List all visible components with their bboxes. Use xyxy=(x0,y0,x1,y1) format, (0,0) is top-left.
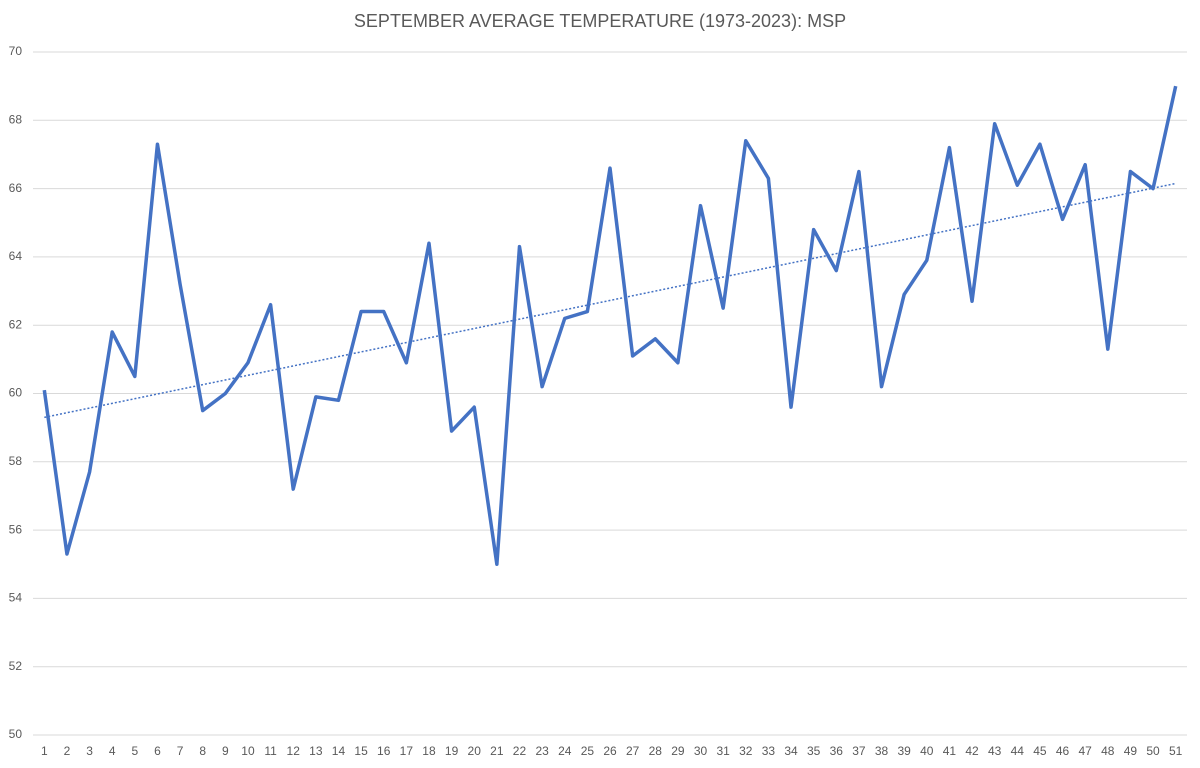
y-tick-label: 60 xyxy=(9,386,23,400)
x-tick-label: 45 xyxy=(1033,744,1047,758)
x-tick-label: 36 xyxy=(830,744,844,758)
x-tick-label: 10 xyxy=(241,744,255,758)
x-tick-label: 46 xyxy=(1056,744,1070,758)
y-tick-label: 50 xyxy=(9,727,23,741)
x-tick-label: 30 xyxy=(694,744,708,758)
chart-title: SEPTEMBER AVERAGE TEMPERATURE (1973-2023… xyxy=(354,11,846,31)
x-tick-label: 28 xyxy=(649,744,663,758)
x-tick-label: 19 xyxy=(445,744,459,758)
x-tick-label: 14 xyxy=(332,744,346,758)
y-tick-label: 56 xyxy=(9,522,23,536)
x-tick-label: 29 xyxy=(671,744,685,758)
x-tick-label: 16 xyxy=(377,744,391,758)
y-tick-label: 52 xyxy=(9,659,23,673)
x-tick-label: 34 xyxy=(784,744,798,758)
x-tick-label: 17 xyxy=(400,744,414,758)
y-tick-label: 70 xyxy=(9,44,23,58)
x-tick-label: 11 xyxy=(264,744,277,758)
x-tick-label: 27 xyxy=(626,744,640,758)
x-tick-label: 4 xyxy=(109,744,116,758)
x-tick-label: 31 xyxy=(716,744,730,758)
x-tick-label: 43 xyxy=(988,744,1002,758)
x-tick-label: 26 xyxy=(603,744,617,758)
x-tick-label: 38 xyxy=(875,744,889,758)
x-tick-label: 20 xyxy=(468,744,482,758)
x-tick-label: 2 xyxy=(64,744,71,758)
x-tick-label: 33 xyxy=(762,744,776,758)
x-tick-label: 22 xyxy=(513,744,527,758)
x-tick-label: 32 xyxy=(739,744,753,758)
x-tick-label: 39 xyxy=(897,744,911,758)
x-tick-label: 49 xyxy=(1124,744,1138,758)
x-tick-label: 8 xyxy=(199,744,206,758)
x-tick-label: 21 xyxy=(490,744,504,758)
x-tick-label: 37 xyxy=(852,744,866,758)
x-tick-label: 24 xyxy=(558,744,572,758)
x-tick-label: 12 xyxy=(287,744,301,758)
x-tick-label: 9 xyxy=(222,744,229,758)
y-tick-label: 64 xyxy=(9,249,23,263)
x-tick-label: 42 xyxy=(965,744,979,758)
x-tick-label: 3 xyxy=(86,744,93,758)
x-tick-label: 5 xyxy=(131,744,138,758)
x-tick-label: 48 xyxy=(1101,744,1115,758)
y-tick-label: 68 xyxy=(9,112,23,126)
x-tick-label: 15 xyxy=(354,744,368,758)
y-tick-label: 66 xyxy=(9,181,23,195)
x-tick-label: 51 xyxy=(1169,744,1183,758)
x-tick-label: 44 xyxy=(1011,744,1025,758)
x-tick-label: 6 xyxy=(154,744,161,758)
x-tick-label: 18 xyxy=(422,744,436,758)
x-tick-label: 41 xyxy=(943,744,957,758)
x-tick-label: 25 xyxy=(581,744,595,758)
x-tick-label: 1 xyxy=(41,744,48,758)
x-tick-label: 40 xyxy=(920,744,934,758)
x-tick-label: 7 xyxy=(177,744,184,758)
y-tick-label: 62 xyxy=(9,317,23,331)
x-tick-label: 47 xyxy=(1078,744,1092,758)
y-tick-label: 58 xyxy=(9,454,23,468)
x-tick-label: 23 xyxy=(535,744,549,758)
trend-line xyxy=(44,182,1176,419)
x-tick-label: 50 xyxy=(1146,744,1160,758)
x-tick-label: 13 xyxy=(309,744,323,758)
y-tick-label: 54 xyxy=(9,591,23,605)
x-tick-label: 35 xyxy=(807,744,821,758)
data-line xyxy=(42,85,1178,566)
